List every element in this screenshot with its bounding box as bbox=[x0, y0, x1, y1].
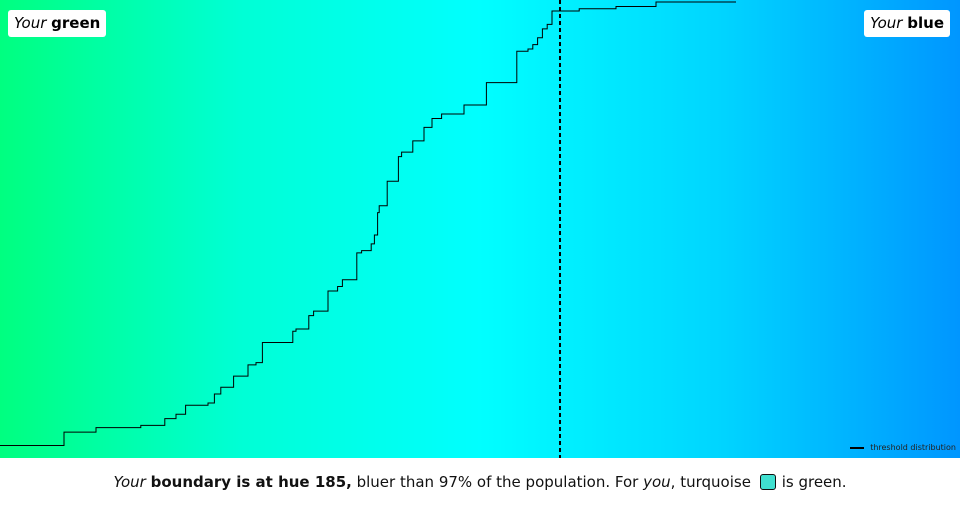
caption-your: Your bbox=[113, 472, 146, 491]
caption-bluer-text: bluer than 97% of the population. For bbox=[351, 472, 644, 491]
caption-boundary: boundary is at hue 185, bbox=[150, 472, 352, 491]
caption-is-green-text: is green. bbox=[781, 472, 847, 491]
hue-gradient-background bbox=[0, 0, 960, 458]
your-green-label: Your green bbox=[8, 10, 107, 37]
legend-label: threshold distribution bbox=[870, 443, 956, 452]
your-green-label-prefix: Your bbox=[14, 14, 47, 32]
caption-text: Your boundary is at hue 185, bluer than … bbox=[113, 473, 846, 491]
your-blue-label-prefix: Your bbox=[870, 14, 903, 32]
your-blue-label: Your blue bbox=[864, 10, 950, 37]
your-blue-label-word: blue bbox=[907, 14, 944, 32]
chart-legend: threshold distribution bbox=[850, 443, 956, 452]
legend-line-swatch bbox=[850, 446, 865, 449]
threshold-distribution-line bbox=[0, 1, 736, 446]
result-caption: Your boundary is at hue 185, bluer than … bbox=[0, 458, 960, 505]
caption-you: you bbox=[643, 472, 671, 491]
turquoise-swatch bbox=[759, 474, 776, 490]
your-green-label-word: green bbox=[51, 14, 101, 32]
threshold-chart bbox=[0, 0, 960, 458]
chart-area: Your green Your blue threshold distribut… bbox=[0, 0, 960, 458]
caption-turquoise-text: , turquoise bbox=[670, 472, 751, 491]
